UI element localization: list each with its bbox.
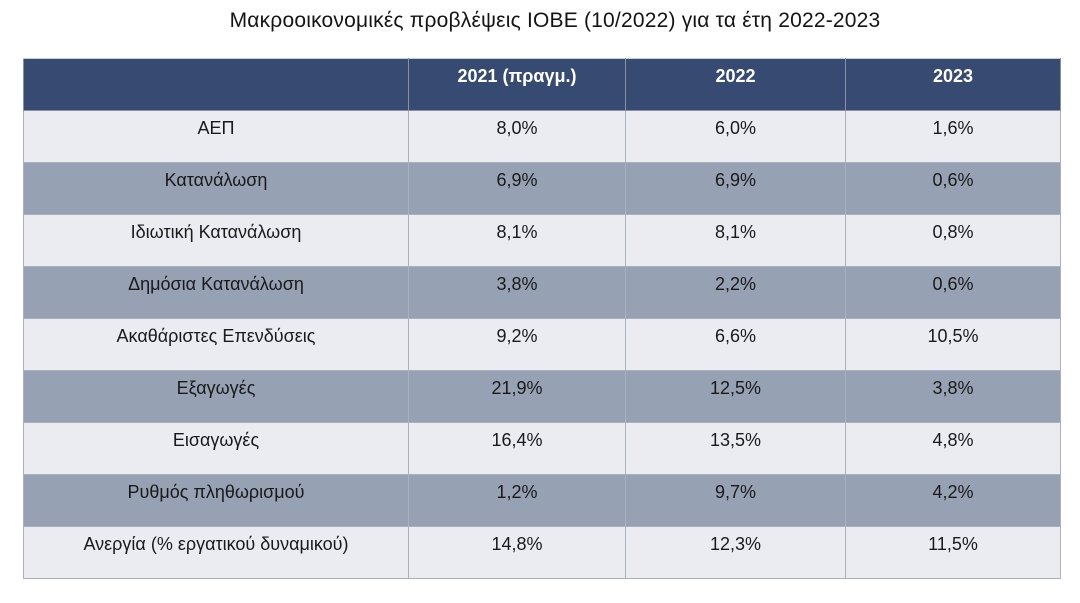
header-2021-cell: 2021 (πραγμ.)	[408, 58, 626, 111]
value-cell: 13,5%	[625, 422, 846, 475]
row-label: Ιδιωτική Κατανάλωση	[23, 214, 409, 267]
value-cell: 1,2%	[408, 474, 626, 527]
header-2022-cell: 2022	[625, 58, 846, 111]
row-label: Δημόσια Κατανάλωση	[23, 266, 409, 319]
value-cell: 6,9%	[408, 162, 626, 215]
value-cell: 12,5%	[625, 370, 846, 423]
value-cell: 9,7%	[625, 474, 846, 527]
row-label: Εξαγωγές	[23, 370, 409, 423]
value-cell: 21,9%	[408, 370, 626, 423]
value-cell: 8,0%	[408, 110, 626, 163]
value-cell: 10,5%	[845, 318, 1061, 371]
row-label: Ρυθμός πληθωρισμού	[23, 474, 409, 527]
forecast-table: 2021 (πραγμ.) 2022 2023 ΑΕΠ 8,0% 6,0% 1,…	[23, 58, 1061, 579]
value-cell: 11,5%	[845, 526, 1061, 579]
value-cell: 12,3%	[625, 526, 846, 579]
row-label: Κατανάλωση	[23, 162, 409, 215]
page-title: Μακροοικονομικές προβλέψεις ΙΟΒΕ (10/202…	[229, 9, 881, 32]
value-cell: 4,8%	[845, 422, 1061, 475]
table-row: Δημόσια Κατανάλωση 3,8% 2,2% 0,6%	[23, 266, 1061, 319]
row-label: Εισαγωγές	[23, 422, 409, 475]
table-row: Εισαγωγές 16,4% 13,5% 4,8%	[23, 422, 1061, 475]
value-cell: 9,2%	[408, 318, 626, 371]
value-cell: 6,9%	[625, 162, 846, 215]
value-cell: 0,6%	[845, 162, 1061, 215]
value-cell: 2,2%	[625, 266, 846, 319]
table-row: Ανεργία (% εργατικού δυναμικού) 14,8% 12…	[23, 526, 1061, 579]
header-empty-cell	[23, 58, 409, 111]
table-row: ΑΕΠ 8,0% 6,0% 1,6%	[23, 110, 1061, 163]
value-cell: 0,6%	[845, 266, 1061, 319]
value-cell: 3,8%	[408, 266, 626, 319]
table-row: Κατανάλωση 6,9% 6,9% 0,6%	[23, 162, 1061, 215]
value-cell: 1,6%	[845, 110, 1061, 163]
value-cell: 16,4%	[408, 422, 626, 475]
value-cell: 3,8%	[845, 370, 1061, 423]
header-2023-cell: 2023	[845, 58, 1061, 111]
table-row: Ακαθάριστες Επενδύσεις 9,2% 6,6% 10,5%	[23, 318, 1061, 371]
value-cell: 14,8%	[408, 526, 626, 579]
table-header-row: 2021 (πραγμ.) 2022 2023	[23, 58, 1061, 111]
value-cell: 6,0%	[625, 110, 846, 163]
value-cell: 0,8%	[845, 214, 1061, 267]
value-cell: 8,1%	[408, 214, 626, 267]
table-row: Ρυθμός πληθωρισμού 1,2% 9,7% 4,2%	[23, 474, 1061, 527]
table-row: Ιδιωτική Κατανάλωση 8,1% 8,1% 0,8%	[23, 214, 1061, 267]
row-label: ΑΕΠ	[23, 110, 409, 163]
row-label: Ανεργία (% εργατικού δυναμικού)	[23, 526, 409, 579]
value-cell: 6,6%	[625, 318, 846, 371]
table-row: Εξαγωγές 21,9% 12,5% 3,8%	[23, 370, 1061, 423]
row-label: Ακαθάριστες Επενδύσεις	[23, 318, 409, 371]
value-cell: 4,2%	[845, 474, 1061, 527]
value-cell: 8,1%	[625, 214, 846, 267]
